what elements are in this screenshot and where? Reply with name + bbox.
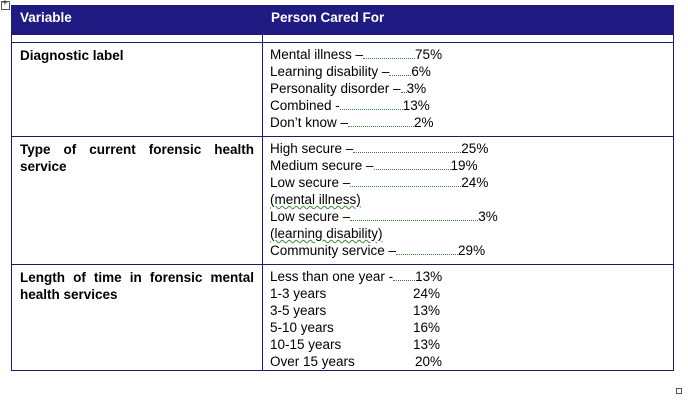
value-cell: Less than one year - 13% 1-3 years 24% 3… <box>262 264 674 371</box>
item-label: Mental illness – <box>270 47 364 62</box>
variable-cell: Type of current forensic health service <box>11 136 263 265</box>
value-cell: Mental illness – 75% Learning disability… <box>262 42 674 137</box>
item-label: 3-5 years <box>270 303 327 318</box>
demographics-table: Variable Person Cared For Diagnostic lab… <box>11 5 674 371</box>
item-value: 13% <box>413 303 441 318</box>
item-value: 20% <box>415 354 443 369</box>
item-value: 24% <box>413 286 441 301</box>
item-label: Learning disability – <box>270 64 390 79</box>
item-value: 24% <box>461 175 489 190</box>
item-label: Personality disorder – <box>270 81 401 96</box>
leader-dots <box>373 158 451 170</box>
leader-dots <box>339 98 403 110</box>
item-label: 10-15 years <box>270 337 342 352</box>
list-item: 5-10 years 16% <box>270 319 673 336</box>
item-label: (learning disability) <box>270 226 383 241</box>
item-label: 1-3 years <box>270 286 327 301</box>
item-value: 29% <box>458 243 486 258</box>
item-value: 13% <box>415 269 443 284</box>
list-item: Low secure – 3% <box>270 208 673 225</box>
item-value: 16% <box>413 320 441 335</box>
item-value: 13% <box>402 98 430 113</box>
item-value: 2% <box>414 115 434 130</box>
item-label: Less than one year - <box>270 269 394 284</box>
list-item: 10-15 years 13% <box>270 336 673 353</box>
table-move-handle[interactable] <box>1 0 10 10</box>
item-value: 25% <box>461 141 489 156</box>
table-resize-handle[interactable] <box>676 388 682 394</box>
item-value: 13% <box>413 337 441 352</box>
leader-dots <box>363 47 416 59</box>
list-item: Community service – 29% <box>270 242 673 259</box>
leader-dots <box>350 209 479 221</box>
item-label: Low secure – <box>270 175 351 190</box>
list-item: Combined - 13% <box>270 97 673 114</box>
item-value: 75% <box>415 47 443 62</box>
item-label: Combined - <box>270 98 340 113</box>
item-label: Over 15 years <box>270 354 355 369</box>
table-row: Type of current forensic health service … <box>11 136 674 265</box>
item-value: 3% <box>478 209 498 224</box>
value-cell: High secure – 25% Medium secure – 19% Lo… <box>262 136 674 265</box>
list-item: 1-3 years 24% <box>270 285 673 302</box>
variable-cell: Diagnostic label <box>11 42 263 137</box>
header-variable: Variable <box>11 5 263 35</box>
item-value: 19% <box>450 158 478 173</box>
item-label: Don’t know – <box>270 115 349 130</box>
list-item: Mental illness – 75% <box>270 46 673 63</box>
item-label: Low secure – <box>270 209 351 224</box>
item-label: (mental illness) <box>270 192 361 207</box>
leader-dots <box>389 64 412 76</box>
table-row: Length of time in forensic mental health… <box>11 264 674 371</box>
leader-dots <box>396 243 459 255</box>
item-value: 3% <box>406 81 427 96</box>
item-label: Community service – <box>270 243 397 258</box>
list-item: Personality disorder – 3% <box>270 80 673 97</box>
leader-dots <box>350 175 462 187</box>
item-label: 5-10 years <box>270 320 334 335</box>
leader-dots <box>348 115 415 127</box>
table-row: Diagnostic label Mental illness – 75% Le… <box>11 42 674 137</box>
item-value: 6% <box>411 64 431 79</box>
list-item: Less than one year - 13% <box>270 268 673 285</box>
table-header-row: Variable Person Cared For <box>11 5 674 35</box>
leader-dots <box>353 141 462 153</box>
spacer-row <box>11 34 674 43</box>
leader-dots <box>400 81 407 93</box>
item-label: High secure – <box>270 141 354 156</box>
header-person-cared-for: Person Cared For <box>262 5 674 35</box>
item-label: Medium secure – <box>270 158 374 173</box>
leader-dots <box>393 269 416 281</box>
list-item: High secure – 25% <box>270 140 673 157</box>
list-item: Don’t know – 2% <box>270 114 673 131</box>
list-item: Low secure – 24% <box>270 174 673 191</box>
variable-cell: Length of time in forensic mental health… <box>11 264 263 371</box>
list-item: 3-5 years 13% <box>270 302 673 319</box>
list-item: Over 15 years 20% <box>270 353 673 370</box>
list-item: Medium secure – 19% <box>270 157 673 174</box>
list-item: Learning disability – 6% <box>270 63 673 80</box>
